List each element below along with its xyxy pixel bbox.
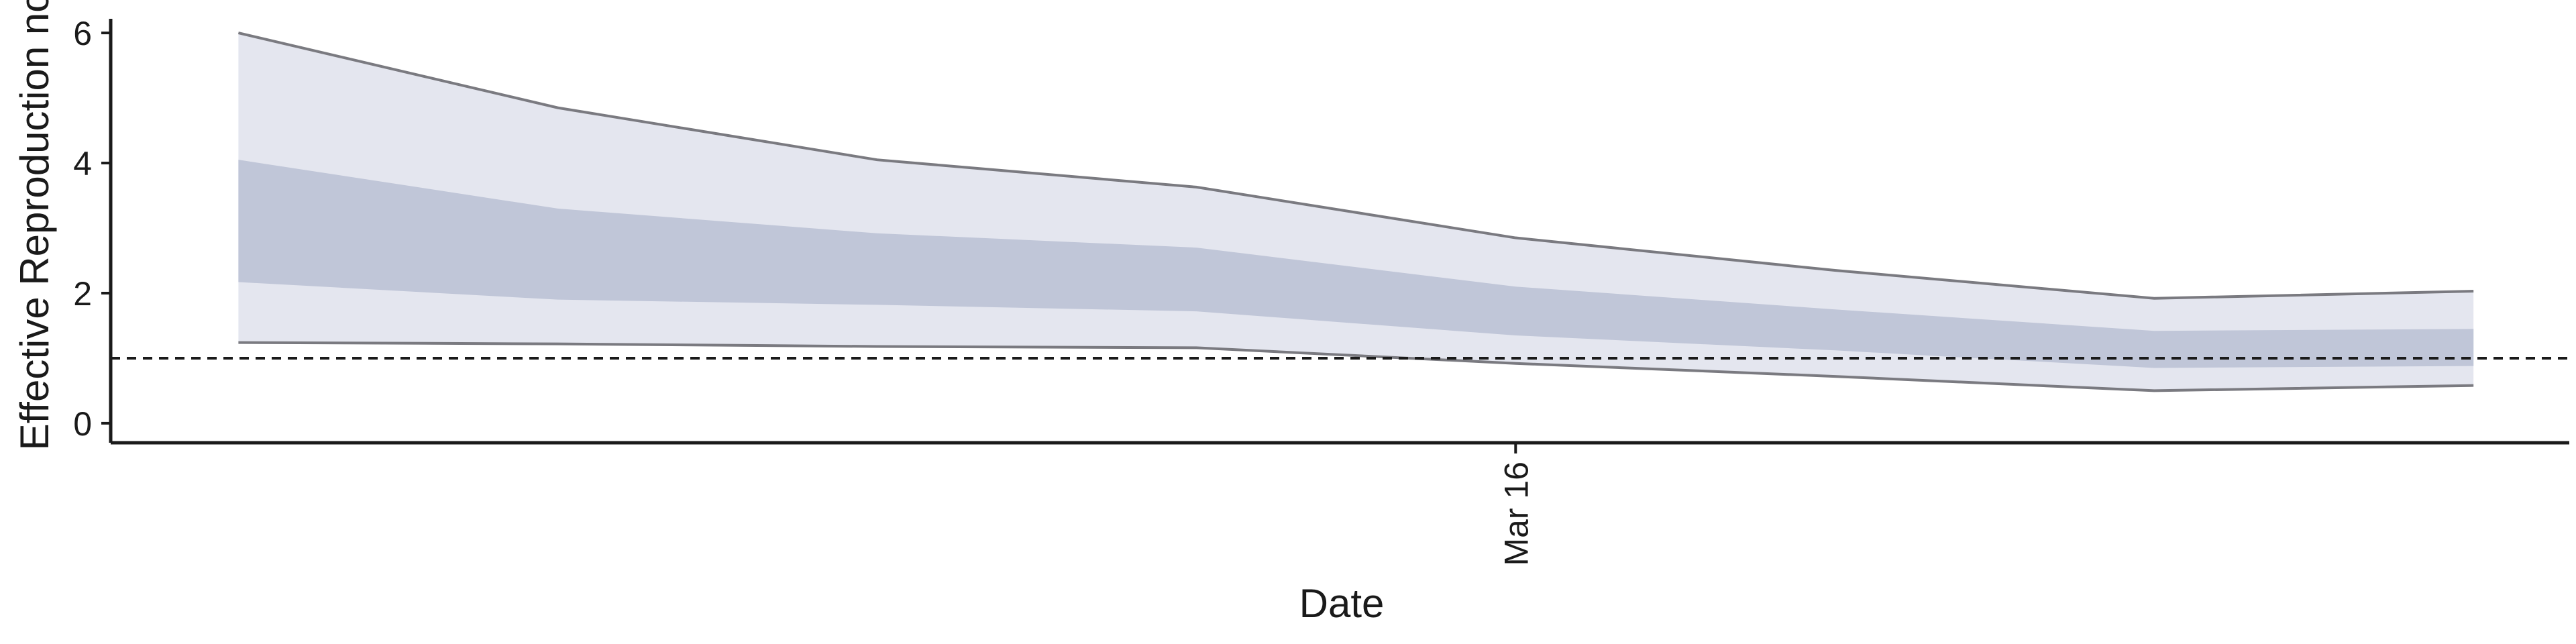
outer-band-lower-line xyxy=(238,341,2474,392)
x-axis-title: Date xyxy=(1299,581,1385,626)
y-tick-label-2: 2 xyxy=(73,275,92,313)
bands-layer xyxy=(237,32,2474,392)
outer-band-upper-line xyxy=(237,32,2474,300)
inner-interval-band xyxy=(238,160,2474,368)
y-axis-title: Effective Reproduction no. xyxy=(12,0,57,450)
y-tick-label-6: 6 xyxy=(73,15,92,52)
y-axis-ticks: 0 2 4 6 xyxy=(73,15,111,443)
x-axis-ticks: Mar 16 xyxy=(1497,443,1535,566)
y-tick-label-4: 4 xyxy=(73,145,92,182)
y-tick-label-0: 0 xyxy=(73,405,92,443)
x-tick-label-0: Mar 16 xyxy=(1497,462,1535,566)
